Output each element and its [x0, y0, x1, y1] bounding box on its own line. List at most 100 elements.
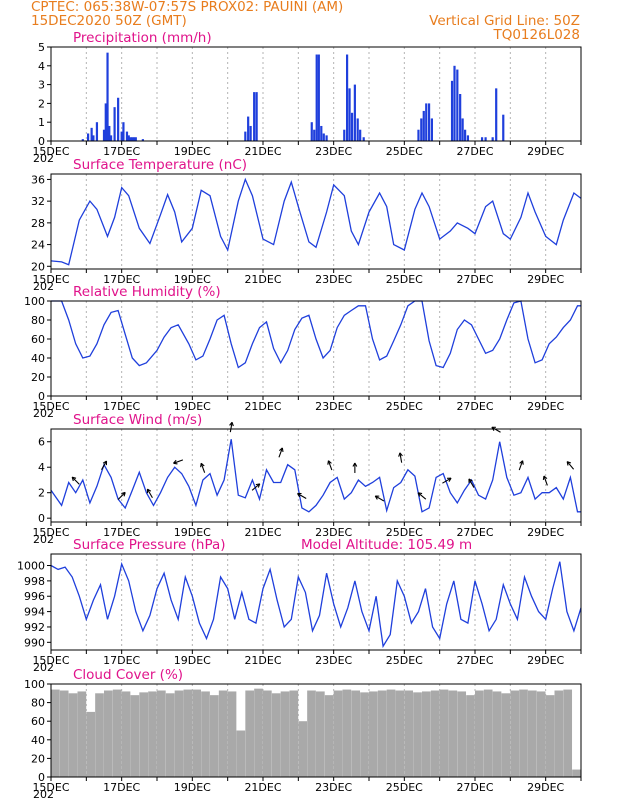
x-tick-label: 17DEC — [103, 526, 140, 539]
bar — [90, 127, 93, 141]
y-tick-label: 0 — [38, 135, 45, 148]
bar — [377, 690, 387, 777]
bar — [157, 690, 166, 777]
wind-arrow-head — [448, 477, 452, 482]
x-tick-label: 25DEC — [386, 273, 423, 286]
wind-arrow-head — [173, 459, 177, 464]
bar — [417, 129, 420, 141]
bar — [109, 135, 113, 141]
wind-arrow — [101, 460, 107, 471]
wind-arrow — [518, 460, 524, 471]
wind-arrow-head — [72, 476, 77, 479]
bar — [466, 695, 475, 777]
panel-title: Surface Wind (m/s) — [73, 412, 202, 428]
bar — [244, 131, 247, 141]
x-year-fragment: 202 — [33, 661, 54, 674]
wind-arrow — [173, 459, 184, 464]
bar — [113, 107, 116, 141]
x-tick-label: 29DEC — [527, 400, 564, 413]
wind-arrow — [251, 483, 261, 491]
series-line — [50, 439, 581, 514]
bar — [263, 690, 272, 777]
bar — [501, 693, 511, 777]
bar — [457, 691, 467, 777]
bar — [130, 695, 140, 777]
wind-arrow-head — [71, 477, 74, 482]
bar — [81, 139, 84, 141]
bar — [59, 690, 69, 777]
panel-0 — [47, 46, 582, 145]
bar — [333, 690, 343, 777]
bar — [95, 693, 104, 777]
x-tick-label: 29DEC — [527, 781, 564, 794]
y-tick-label: 100 — [24, 295, 45, 308]
x-tick-label: 29DEC — [527, 145, 564, 158]
bar — [148, 691, 157, 777]
x-tick-label: 21DEC — [244, 273, 281, 286]
wind-arrow-head — [327, 460, 329, 465]
x-tick-label: 23DEC — [315, 654, 352, 667]
y-tick-label: 0 — [38, 512, 45, 525]
y-tick-label: 0 — [38, 771, 45, 784]
x-year-fragment: 202 — [33, 788, 54, 800]
bar — [255, 92, 258, 141]
bar — [280, 691, 290, 777]
bar — [247, 116, 250, 141]
bar — [342, 689, 352, 777]
wind-arrow — [278, 447, 283, 458]
series-line — [50, 177, 582, 266]
wind-arrow — [327, 460, 333, 471]
wind-arrow-head — [354, 462, 358, 467]
bar — [353, 84, 356, 141]
bar — [554, 690, 564, 777]
bar — [422, 691, 431, 777]
bar — [395, 690, 405, 777]
bar — [134, 137, 137, 141]
x-tick-label: 27DEC — [456, 654, 493, 667]
x-tick-label: 27DEC — [456, 781, 493, 794]
y-tick-label: 36 — [31, 173, 45, 186]
y-tick-label: 6 — [38, 436, 45, 449]
bar — [315, 54, 318, 141]
bar — [491, 137, 494, 141]
x-tick-label: 23DEC — [315, 781, 352, 794]
x-tick-label: 19DEC — [174, 400, 211, 413]
x-tick-label: 15DEC — [32, 273, 69, 286]
bar — [425, 103, 428, 141]
bar — [183, 689, 193, 777]
bar — [464, 129, 467, 141]
panel-5 — [47, 683, 582, 781]
bar — [528, 690, 537, 777]
x-year-fragment: 202 — [33, 533, 54, 546]
x-tick-label: 15DEC — [32, 400, 69, 413]
x-tick-label: 15DEC — [32, 526, 69, 539]
wind-arrow-head — [398, 452, 401, 457]
panel-2 — [47, 300, 582, 400]
y-tick-label: 32 — [31, 195, 45, 208]
wind-arrow-head — [200, 463, 202, 468]
bar — [102, 129, 106, 141]
bar — [351, 690, 361, 777]
x-tick-label: 19DEC — [174, 145, 211, 158]
wind-arrow-head — [279, 447, 283, 452]
series-line — [50, 561, 582, 649]
bar — [461, 118, 464, 141]
bar — [466, 135, 470, 141]
x-tick-label: 27DEC — [456, 273, 493, 286]
bar — [484, 137, 487, 141]
wind-arrow — [71, 476, 80, 485]
header-date: 15DEC2020 50Z (GMT) — [31, 13, 187, 29]
bar — [453, 65, 456, 141]
wind-arrow-head — [229, 421, 233, 426]
bar — [218, 690, 228, 777]
bar — [307, 690, 316, 777]
bar — [492, 691, 502, 777]
y-tick-label: 992 — [24, 621, 45, 634]
panel-title: Cloud Cover (%) — [73, 667, 183, 683]
wind-arrow — [297, 493, 307, 499]
panel-3 — [47, 421, 582, 526]
wind-arrow-head — [542, 475, 545, 481]
plot-frame — [50, 300, 582, 397]
y-tick-label: 1000 — [17, 560, 45, 573]
